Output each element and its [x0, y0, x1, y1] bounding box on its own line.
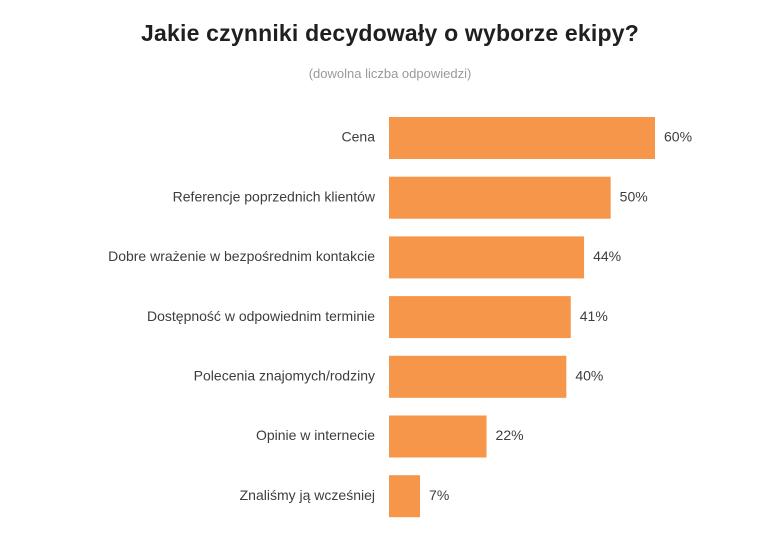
category-label: Opinie w internecie	[256, 427, 375, 443]
bar	[389, 415, 487, 458]
bar	[389, 296, 571, 339]
category-label: Dobre wrażenie w bezpośrednim kontakcie	[108, 248, 375, 264]
category-label: Referencje poprzednich klientów	[173, 188, 376, 204]
category-label: Cena	[342, 129, 376, 145]
value-label: 40%	[575, 368, 603, 384]
chart-subtitle: (dowolna liczba odpowiedzi)	[308, 66, 472, 81]
bar	[389, 236, 585, 279]
value-label: 22%	[496, 427, 524, 443]
bar	[389, 117, 655, 159]
value-label: 7%	[429, 487, 449, 503]
value-label: 60%	[664, 129, 692, 145]
bar	[389, 355, 567, 398]
value-label: 44%	[593, 248, 621, 264]
value-label: 50%	[620, 188, 648, 204]
value-label: 41%	[580, 308, 608, 324]
category-label: Polecenia znajomych/rodziny	[194, 368, 375, 384]
bar	[389, 475, 421, 518]
bar	[389, 176, 611, 219]
category-label: Znaliśmy ją wcześniej	[240, 487, 375, 503]
chart-title: Jakie czynniki decydowały o wyborze ekip…	[141, 20, 639, 46]
category-label: Dostępność w odpowiednim terminie	[147, 308, 375, 324]
